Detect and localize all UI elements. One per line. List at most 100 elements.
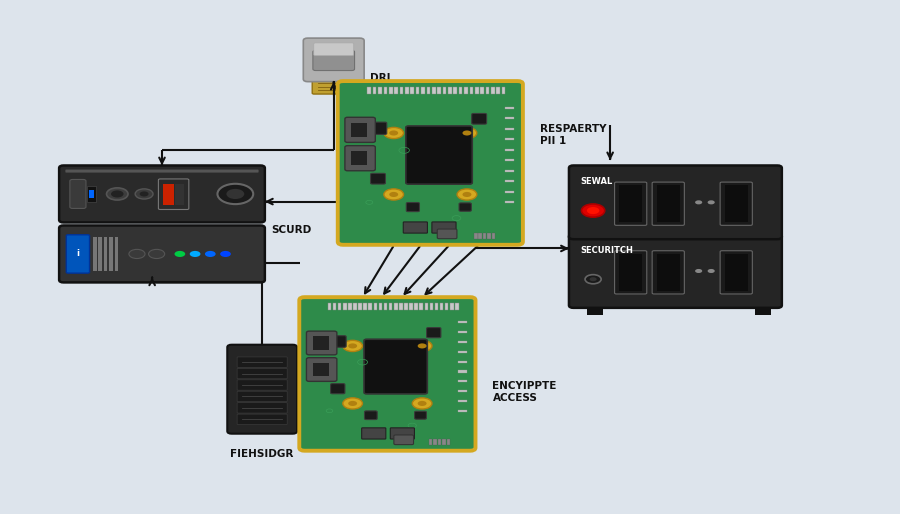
Circle shape: [695, 269, 702, 273]
Text: SECURITCH: SECURITCH: [580, 246, 634, 255]
Bar: [505, 159, 514, 161]
Circle shape: [135, 189, 153, 199]
Circle shape: [707, 200, 715, 205]
Circle shape: [384, 127, 403, 139]
Bar: [457, 410, 466, 412]
FancyBboxPatch shape: [70, 179, 86, 209]
FancyBboxPatch shape: [615, 251, 647, 294]
FancyBboxPatch shape: [569, 166, 782, 239]
Bar: [389, 303, 392, 310]
Circle shape: [106, 188, 128, 200]
Bar: [328, 303, 331, 310]
Circle shape: [457, 189, 477, 200]
Bar: [351, 123, 367, 137]
Bar: [491, 87, 495, 94]
FancyBboxPatch shape: [615, 182, 647, 225]
Bar: [502, 87, 506, 94]
FancyBboxPatch shape: [237, 357, 287, 368]
FancyBboxPatch shape: [306, 331, 337, 355]
Bar: [394, 303, 398, 310]
Circle shape: [707, 269, 715, 273]
Bar: [505, 170, 514, 172]
Bar: [176, 183, 184, 206]
Bar: [448, 87, 452, 94]
Bar: [724, 185, 748, 222]
FancyBboxPatch shape: [237, 414, 287, 425]
FancyBboxPatch shape: [66, 170, 258, 173]
Text: RESPAERTY
PII 1: RESPAERTY PII 1: [540, 124, 607, 146]
Bar: [457, 400, 466, 402]
Circle shape: [418, 343, 427, 348]
FancyBboxPatch shape: [237, 380, 287, 390]
Bar: [486, 87, 490, 94]
Bar: [410, 303, 413, 310]
Circle shape: [190, 251, 201, 257]
FancyBboxPatch shape: [394, 435, 414, 445]
Circle shape: [348, 401, 357, 406]
Circle shape: [140, 191, 148, 196]
Bar: [343, 303, 346, 310]
FancyBboxPatch shape: [67, 235, 89, 273]
FancyBboxPatch shape: [432, 222, 456, 233]
Circle shape: [175, 251, 185, 257]
Circle shape: [389, 131, 398, 136]
Bar: [724, 254, 748, 291]
Bar: [505, 128, 514, 130]
Bar: [450, 303, 454, 310]
Bar: [400, 87, 403, 94]
Circle shape: [587, 207, 599, 214]
Circle shape: [585, 274, 601, 284]
Bar: [457, 331, 466, 333]
FancyBboxPatch shape: [313, 50, 355, 70]
Bar: [333, 303, 337, 310]
FancyBboxPatch shape: [459, 203, 472, 211]
FancyBboxPatch shape: [403, 222, 427, 233]
Bar: [657, 254, 680, 291]
FancyBboxPatch shape: [306, 358, 337, 381]
Bar: [755, 309, 771, 316]
Bar: [435, 303, 438, 310]
Bar: [351, 151, 367, 166]
Circle shape: [590, 277, 597, 281]
FancyBboxPatch shape: [364, 411, 377, 419]
FancyBboxPatch shape: [406, 126, 473, 184]
Bar: [98, 237, 102, 270]
Circle shape: [457, 127, 477, 139]
Bar: [427, 87, 430, 94]
FancyBboxPatch shape: [237, 369, 287, 379]
Bar: [587, 309, 603, 316]
FancyBboxPatch shape: [59, 226, 265, 282]
Circle shape: [463, 192, 472, 197]
FancyBboxPatch shape: [652, 251, 684, 294]
Circle shape: [343, 340, 363, 352]
Bar: [475, 87, 479, 94]
Bar: [442, 439, 446, 445]
Bar: [114, 237, 118, 270]
FancyBboxPatch shape: [329, 336, 346, 347]
FancyBboxPatch shape: [364, 339, 428, 394]
FancyBboxPatch shape: [391, 428, 414, 439]
Text: i: i: [76, 249, 79, 259]
Bar: [505, 107, 514, 109]
FancyBboxPatch shape: [312, 77, 356, 94]
FancyBboxPatch shape: [437, 229, 457, 238]
Circle shape: [463, 131, 472, 136]
Bar: [445, 303, 448, 310]
Bar: [457, 361, 466, 363]
Bar: [109, 237, 112, 270]
Bar: [312, 336, 328, 350]
Bar: [491, 233, 495, 239]
Bar: [348, 303, 352, 310]
FancyBboxPatch shape: [237, 402, 287, 413]
Bar: [437, 87, 441, 94]
FancyBboxPatch shape: [569, 234, 782, 308]
Bar: [457, 321, 466, 323]
Bar: [457, 380, 466, 382]
Bar: [389, 87, 392, 94]
Circle shape: [111, 190, 123, 197]
FancyBboxPatch shape: [314, 43, 354, 56]
Bar: [483, 233, 486, 239]
Bar: [428, 439, 432, 445]
Bar: [405, 87, 409, 94]
Bar: [437, 439, 441, 445]
